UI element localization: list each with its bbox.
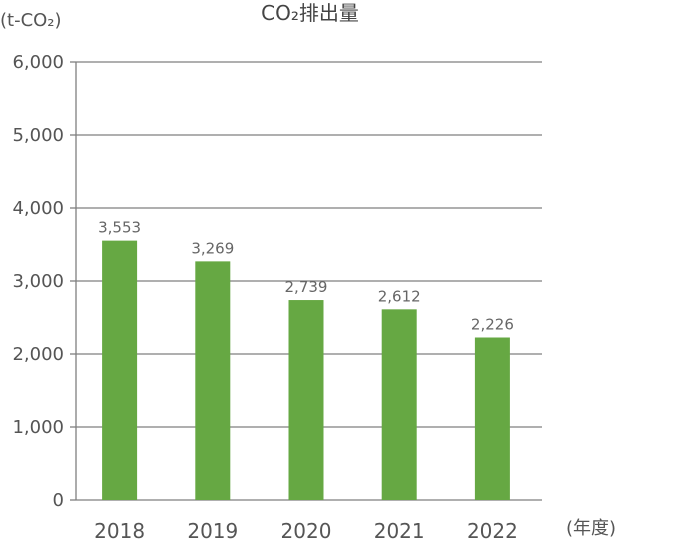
x-category-label-2020: 2020 — [281, 519, 332, 540]
data-labels: 3,553 3,269 2,739 2,612 2,226 — [98, 219, 514, 334]
bar-2019 — [195, 261, 231, 500]
y-tick-label: 2,000 — [12, 344, 64, 365]
chart-title: CO₂排出量 — [261, 1, 359, 25]
y-tick-label: 5,000 — [12, 125, 64, 146]
data-label-2018: 3,553 — [98, 219, 141, 237]
x-category-label-2018: 2018 — [94, 519, 145, 540]
bar-2021 — [381, 309, 417, 500]
data-label-2020: 2,739 — [285, 278, 328, 296]
y-axis-unit-label: (t-CO₂) — [0, 10, 62, 31]
x-axis-unit-label: (年度) — [566, 518, 616, 539]
bar-2022 — [474, 337, 510, 500]
x-category-label-2021: 2021 — [374, 519, 425, 540]
y-tick-label: 0 — [53, 490, 64, 511]
y-tick-label: 3,000 — [12, 271, 64, 292]
bar-2020 — [288, 300, 324, 500]
bar-2018 — [102, 240, 138, 501]
x-category-label-2022: 2022 — [467, 519, 518, 540]
data-label-2019: 3,269 — [191, 239, 234, 257]
y-tick-label: 4,000 — [12, 198, 64, 219]
y-tick-label: 6,000 — [12, 52, 64, 73]
bars — [102, 240, 510, 501]
y-tick-label: 1,000 — [12, 417, 64, 438]
y-axis-ticks: 0 1,000 2,000 3,000 4,000 5,000 6,000 — [12, 52, 76, 511]
data-label-2022: 2,226 — [471, 316, 514, 334]
x-category-label-2019: 2019 — [187, 519, 238, 540]
data-label-2021: 2,612 — [378, 287, 421, 305]
x-axis-categories: 2018 2019 2020 2021 2022 — [94, 519, 518, 540]
